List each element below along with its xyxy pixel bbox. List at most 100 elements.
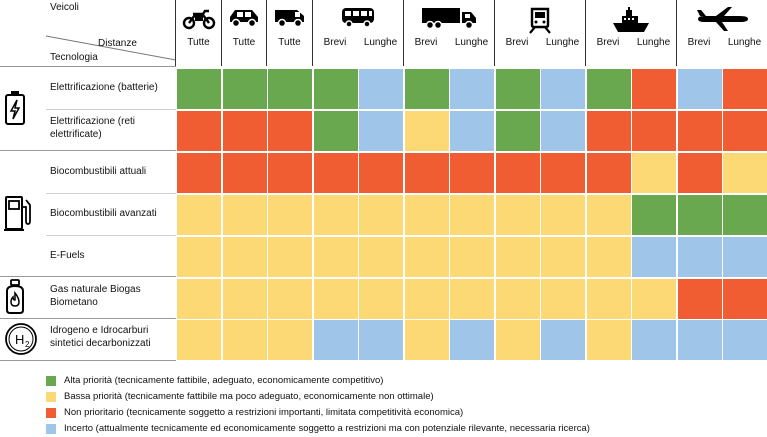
priority-cell <box>222 195 267 235</box>
truck-icon <box>420 6 478 30</box>
battery-icon <box>4 90 26 131</box>
priority-cell <box>541 153 585 193</box>
priority-cell <box>677 69 722 109</box>
group-divider <box>0 150 176 151</box>
group-divider <box>0 318 176 319</box>
row-divider <box>46 235 176 236</box>
priority-cell <box>677 279 722 319</box>
svg-text:2: 2 <box>25 340 30 349</box>
column-header: Brevi <box>414 37 438 48</box>
priority-cell <box>222 237 267 277</box>
legend-swatch <box>46 392 56 402</box>
row-label: Biocombustibili attuali <box>50 166 147 177</box>
row-label: Elettrificazione (reti elettrificate) <box>50 116 136 140</box>
row-label: Biocombustibili avanzati <box>50 208 157 219</box>
vehicle-separator <box>266 0 267 66</box>
priority-cell <box>177 69 221 109</box>
priority-cell <box>222 69 267 109</box>
vehicle-separator <box>675 0 677 66</box>
priority-cell <box>632 111 676 151</box>
legend-swatch <box>46 408 56 418</box>
row-divider <box>46 109 176 110</box>
priority-cell <box>359 69 403 109</box>
priority-cell <box>222 153 267 193</box>
priority-cell <box>359 320 403 360</box>
priority-cell <box>586 69 631 109</box>
priority-cell <box>541 237 585 277</box>
legend-swatch <box>46 376 56 386</box>
priority-cell <box>450 69 494 109</box>
priority-cell <box>359 153 403 193</box>
priority-cell <box>268 237 312 277</box>
legend-text: Incerto (attualmente tecnicamente ed eco… <box>64 423 590 434</box>
priority-cell <box>632 153 676 193</box>
priority-cell <box>313 195 358 235</box>
gas-cylinder-icon <box>4 279 26 320</box>
priority-cell <box>495 320 540 360</box>
priority-cell <box>222 320 267 360</box>
vehicle-separator <box>220 0 222 66</box>
column-header: Lunghe <box>454 37 489 48</box>
priority-cell <box>495 237 540 277</box>
corner-diagonal <box>45 35 176 61</box>
priority-cell <box>404 279 449 319</box>
priority-cell <box>495 69 540 109</box>
priority-cell <box>450 153 494 193</box>
veicoli-label: Veicoli <box>50 2 79 13</box>
priority-cell <box>450 279 494 319</box>
priority-cell <box>450 111 494 151</box>
vehicle-separator <box>493 0 495 66</box>
column-header: Tutte <box>278 37 301 48</box>
priority-cell <box>586 237 631 277</box>
priority-cell <box>313 111 358 151</box>
vehicle-separator <box>402 0 404 66</box>
priority-cell <box>313 320 358 360</box>
priority-cell <box>359 237 403 277</box>
priority-cell <box>632 237 676 277</box>
column-header: Brevi <box>323 37 347 48</box>
priority-cell <box>723 111 767 151</box>
column-header: Brevi <box>505 37 529 48</box>
column-header: Lunghe <box>545 37 580 48</box>
row-label: E-Fuels <box>50 250 85 261</box>
priority-cell <box>222 111 267 151</box>
tecnologia-label: Tecnologia <box>50 52 98 63</box>
train-icon <box>527 6 553 34</box>
group-divider <box>0 360 176 361</box>
column-header: Tutte <box>187 37 210 48</box>
airplane-icon <box>694 6 750 31</box>
priority-cell <box>450 195 494 235</box>
priority-cell <box>586 279 631 319</box>
priority-cell <box>450 320 494 360</box>
corner-header: Veicoli Distanze Tecnologia <box>0 0 176 66</box>
priority-cell <box>541 195 585 235</box>
legend-text: Bassa priorità (tecnicamente fattibile m… <box>64 391 434 402</box>
motorcycle-icon <box>182 6 216 30</box>
priority-cell <box>541 279 585 319</box>
priority-cell <box>404 69 449 109</box>
priority-cell <box>541 320 585 360</box>
priority-cell <box>404 237 449 277</box>
column-header: Brevi <box>596 37 620 48</box>
priority-cell <box>632 69 676 109</box>
priority-cell <box>313 69 358 109</box>
column-header: Lunghe <box>636 37 671 48</box>
priority-cell <box>268 320 312 360</box>
priority-cell <box>177 153 221 193</box>
priority-cell <box>723 237 767 277</box>
row-label: Gas naturale Biogas Biometano <box>50 284 141 308</box>
vehicle-separator <box>584 0 586 66</box>
priority-cell <box>632 195 676 235</box>
priority-cell <box>177 279 221 319</box>
priority-cell <box>313 153 358 193</box>
priority-cell <box>404 320 449 360</box>
van-icon <box>273 6 307 30</box>
priority-cell <box>541 111 585 151</box>
priority-cell <box>495 111 540 151</box>
priority-cell <box>359 279 403 319</box>
column-header: Lunghe <box>727 37 762 48</box>
vehicle-separator <box>311 0 313 66</box>
priority-cell <box>450 237 494 277</box>
legend-text: Alta priorità (tecnicamente fattibile, a… <box>64 375 384 386</box>
